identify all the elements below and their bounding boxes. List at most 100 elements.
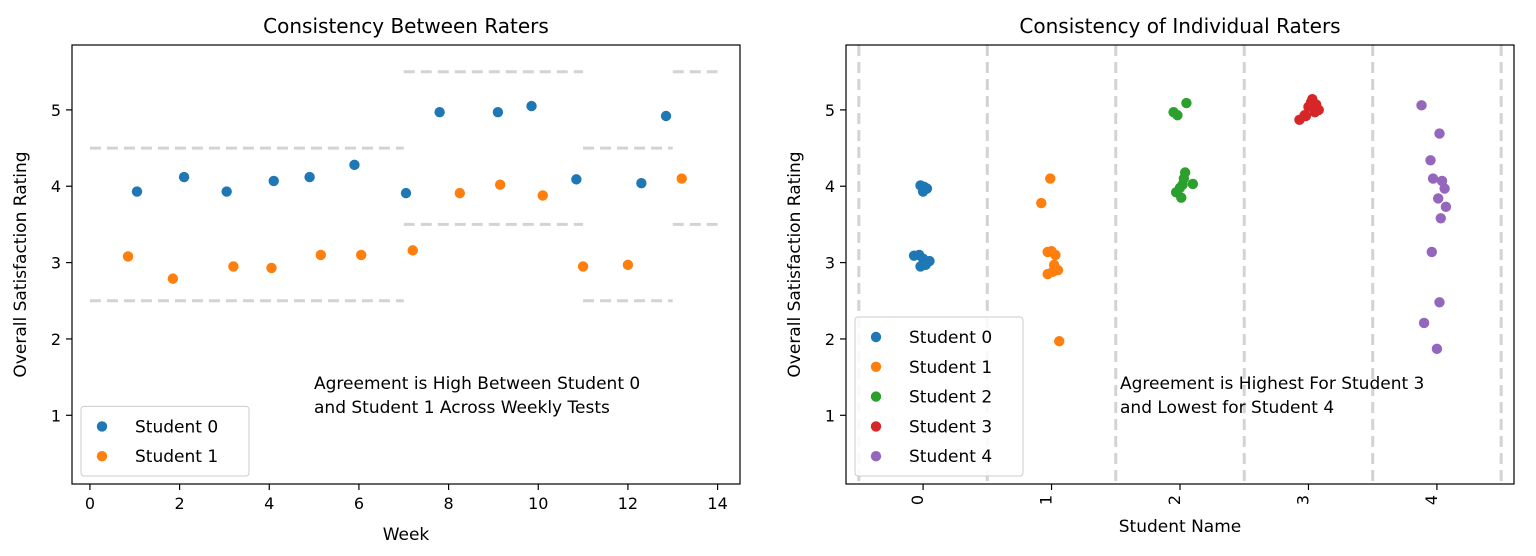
legend-marker	[870, 391, 882, 402]
data-point	[1434, 297, 1445, 308]
data-point	[1187, 178, 1199, 190]
x-tick-label: 0	[85, 494, 95, 513]
data-point	[1425, 155, 1436, 166]
data-point	[221, 186, 232, 197]
data-point	[1431, 343, 1443, 355]
y-axis-label: Overall Satisfaction Rating	[785, 151, 805, 377]
data-point	[1427, 173, 1439, 184]
data-point	[1172, 110, 1183, 121]
x-tick-label: 6	[354, 494, 364, 513]
data-point	[355, 249, 367, 261]
x-tick-label: 2	[175, 494, 185, 513]
data-point	[266, 262, 277, 274]
data-point	[1433, 193, 1444, 204]
data-point	[454, 187, 465, 199]
data-point	[920, 259, 931, 271]
legend-marker	[96, 451, 108, 462]
y-tick-label: 4	[825, 177, 835, 196]
data-point	[1416, 100, 1427, 111]
data-point	[1176, 192, 1187, 203]
y-tick-label: 2	[51, 330, 61, 349]
plot-frame	[71, 44, 741, 485]
x-tick-label: 8	[443, 494, 453, 513]
legend-marker	[870, 331, 882, 343]
x-axis-label: Week	[383, 525, 430, 545]
data-point	[122, 251, 134, 262]
legend-label: Student 2	[909, 388, 992, 408]
x-tick-label: 4	[1422, 495, 1441, 505]
legend-label: Student 3	[909, 417, 992, 437]
legend-marker	[870, 451, 882, 462]
data-point	[636, 177, 647, 189]
data-point	[400, 187, 412, 199]
data-point	[1435, 213, 1446, 224]
legend-label: Student 0	[909, 328, 992, 348]
data-point	[315, 249, 327, 261]
legend-marker	[96, 421, 108, 432]
data-point	[526, 100, 537, 112]
data-point	[268, 175, 279, 187]
data-point	[434, 106, 445, 118]
data-point	[304, 171, 315, 183]
legend-marker	[870, 361, 882, 372]
legend-label: Student 4	[909, 447, 992, 467]
data-point	[571, 174, 582, 185]
data-point	[407, 245, 418, 256]
x-tick-label: 3	[1293, 495, 1312, 505]
x-tick-label: 0	[908, 495, 927, 505]
data-point	[178, 171, 190, 183]
y-tick-label: 2	[825, 330, 835, 349]
data-point	[1418, 317, 1430, 329]
data-point	[622, 259, 634, 271]
x-tick-label: 14	[707, 494, 727, 513]
data-point	[676, 173, 687, 184]
data-point	[577, 261, 589, 272]
data-point	[349, 159, 360, 171]
y-tick-label: 3	[825, 254, 835, 273]
y-tick-label: 3	[51, 254, 61, 273]
legend-marker	[870, 421, 882, 432]
x-tick-label: 10	[528, 494, 548, 513]
chart-title: Consistency of Individual Raters	[1019, 14, 1340, 38]
data-point	[1440, 201, 1452, 213]
data-point	[1181, 97, 1192, 109]
data-point	[919, 181, 930, 193]
x-axis-label: Student Name	[1119, 517, 1241, 537]
x-tick-label: 2	[1165, 495, 1184, 505]
x-tick-label: 1	[1037, 495, 1056, 505]
data-point	[1434, 128, 1445, 139]
y-tick-label: 5	[825, 101, 835, 120]
data-point	[1179, 167, 1191, 178]
data-point	[1310, 99, 1322, 110]
y-tick-label: 1	[825, 406, 835, 425]
data-point	[228, 261, 239, 272]
data-point	[492, 106, 504, 118]
y-axis-label: Overall Satisfaction Rating	[11, 151, 31, 377]
annotation-text: and Student 1 Across Weekly Tests	[314, 398, 610, 418]
legend-label: Student 1	[909, 358, 992, 378]
data-point	[537, 190, 548, 201]
data-point	[167, 273, 179, 284]
x-tick-label: 12	[618, 494, 638, 513]
y-tick-label: 5	[51, 101, 61, 120]
x-tick-label: 4	[264, 494, 274, 513]
chart-title: Consistency Between Raters	[263, 14, 549, 38]
legend-box	[80, 405, 250, 477]
data-point	[1054, 336, 1065, 347]
data-point	[1439, 183, 1450, 194]
data-point	[1426, 246, 1437, 258]
data-point	[1174, 182, 1186, 193]
data-point	[1050, 249, 1061, 261]
annotation-text: Agreement is Highest For Student 3	[1120, 374, 1424, 394]
annotation-text: Agreement is High Between Student 0	[314, 374, 640, 394]
data-point	[131, 186, 143, 197]
annotation-text: and Lowest for Student 4	[1120, 398, 1334, 418]
chart-panel-individual-raters: 1 2 3 4 5 0 1 2 3 4 Consistency of Individual Rate…	[785, 14, 1515, 537]
data-point	[1036, 197, 1047, 209]
data-point	[1047, 266, 1059, 277]
legend-label: Student 1	[135, 447, 218, 467]
y-tick-label: 1	[51, 406, 61, 425]
legend-box	[854, 316, 1024, 477]
